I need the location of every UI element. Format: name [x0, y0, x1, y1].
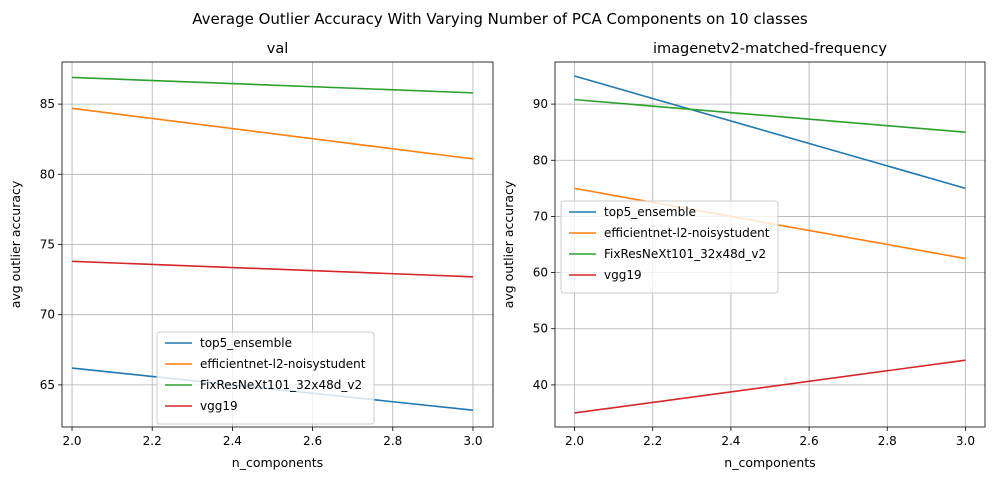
y-tick-label: 65 — [40, 378, 55, 392]
y-tick-label: 40 — [533, 378, 548, 392]
legend-entry: FixResNeXt101_32x48d_v2 — [200, 378, 362, 392]
legend-box — [560, 200, 779, 294]
y-tick-label: 90 — [533, 97, 548, 111]
legend-entry: efficientnet-l2-noisystudent — [200, 357, 366, 371]
legend-box — [156, 331, 375, 425]
y-tick-label: 80 — [40, 167, 55, 181]
legend-entry: vgg19 — [604, 268, 642, 282]
y-tick-label: 70 — [533, 209, 548, 223]
series-line-fixresnext101-32x48d-v2 — [574, 98, 966, 133]
y-axis-label: avg outlier accuracy — [501, 180, 516, 308]
legend: top5_ensemble efficientnet-l2-noisystuden… — [560, 200, 779, 294]
x-tick-label: 2.2 — [143, 434, 162, 448]
legend: top5_ensemble efficientnet-l2-noisystuden… — [156, 331, 375, 425]
plot-title: val — [267, 41, 289, 57]
y-axis-label: avg outlier accuracy — [8, 180, 23, 308]
y-tick-label: 85 — [40, 97, 55, 111]
series-line-vgg19 — [574, 359, 966, 414]
legend-entry: top5_ensemble — [604, 205, 696, 219]
x-axis-label: n_components — [724, 455, 815, 470]
plot-area-frame — [61, 61, 494, 428]
chart-imagenetv2-matched-frequency: imagenetv2-matched-frequency 2.0 2.2 2.4 2.6… — [501, 41, 986, 470]
series-line-vgg19 — [71, 260, 473, 278]
x-tick-label: 2.0 — [565, 434, 584, 448]
series-line-fixresnext101-32x48d-v2 — [71, 76, 473, 94]
y-tick-label: 75 — [40, 238, 55, 252]
figure-title: Average Outlier Accuracy With Varying Nu… — [192, 10, 808, 28]
series-line-top5-ensemble — [574, 75, 966, 190]
x-tick-label: 2.8 — [878, 434, 897, 448]
y-tick-label: 50 — [533, 322, 548, 336]
x-tick-label: 2.6 — [303, 434, 322, 448]
plot-title: imagenetv2-matched-frequency — [653, 41, 887, 57]
x-tick-label: 2.4 — [223, 434, 242, 448]
legend-entry: efficientnet-l2-noisystudent — [604, 226, 770, 240]
x-axis-label: n_components — [232, 455, 323, 470]
y-tick-label: 70 — [40, 308, 55, 322]
x-tick-label: 2.0 — [62, 434, 81, 448]
legend-entry: FixResNeXt101_32x48d_v2 — [604, 247, 766, 261]
y-tick-label: 80 — [533, 153, 548, 167]
x-tick-label: 2.8 — [383, 434, 402, 448]
y-tick-label: 60 — [533, 266, 548, 280]
x-tick-label: 2.2 — [643, 434, 662, 448]
legend-entry: top5_ensemble — [200, 336, 292, 350]
legend-entry: vgg19 — [200, 399, 238, 413]
x-tick-label: 2.4 — [721, 434, 740, 448]
series-line-efficientnet-l2-noisystudent — [71, 107, 474, 160]
x-tick-label: 3.0 — [956, 434, 975, 448]
x-tick-label: 3.0 — [463, 434, 482, 448]
chart-val: val 2.0 2.2 2.4 2.6 2.8 3.0 65 70 75 80 85 n_compone… — [8, 41, 494, 470]
x-tick-label: 2.6 — [800, 434, 819, 448]
plot-area-frame — [554, 61, 986, 428]
